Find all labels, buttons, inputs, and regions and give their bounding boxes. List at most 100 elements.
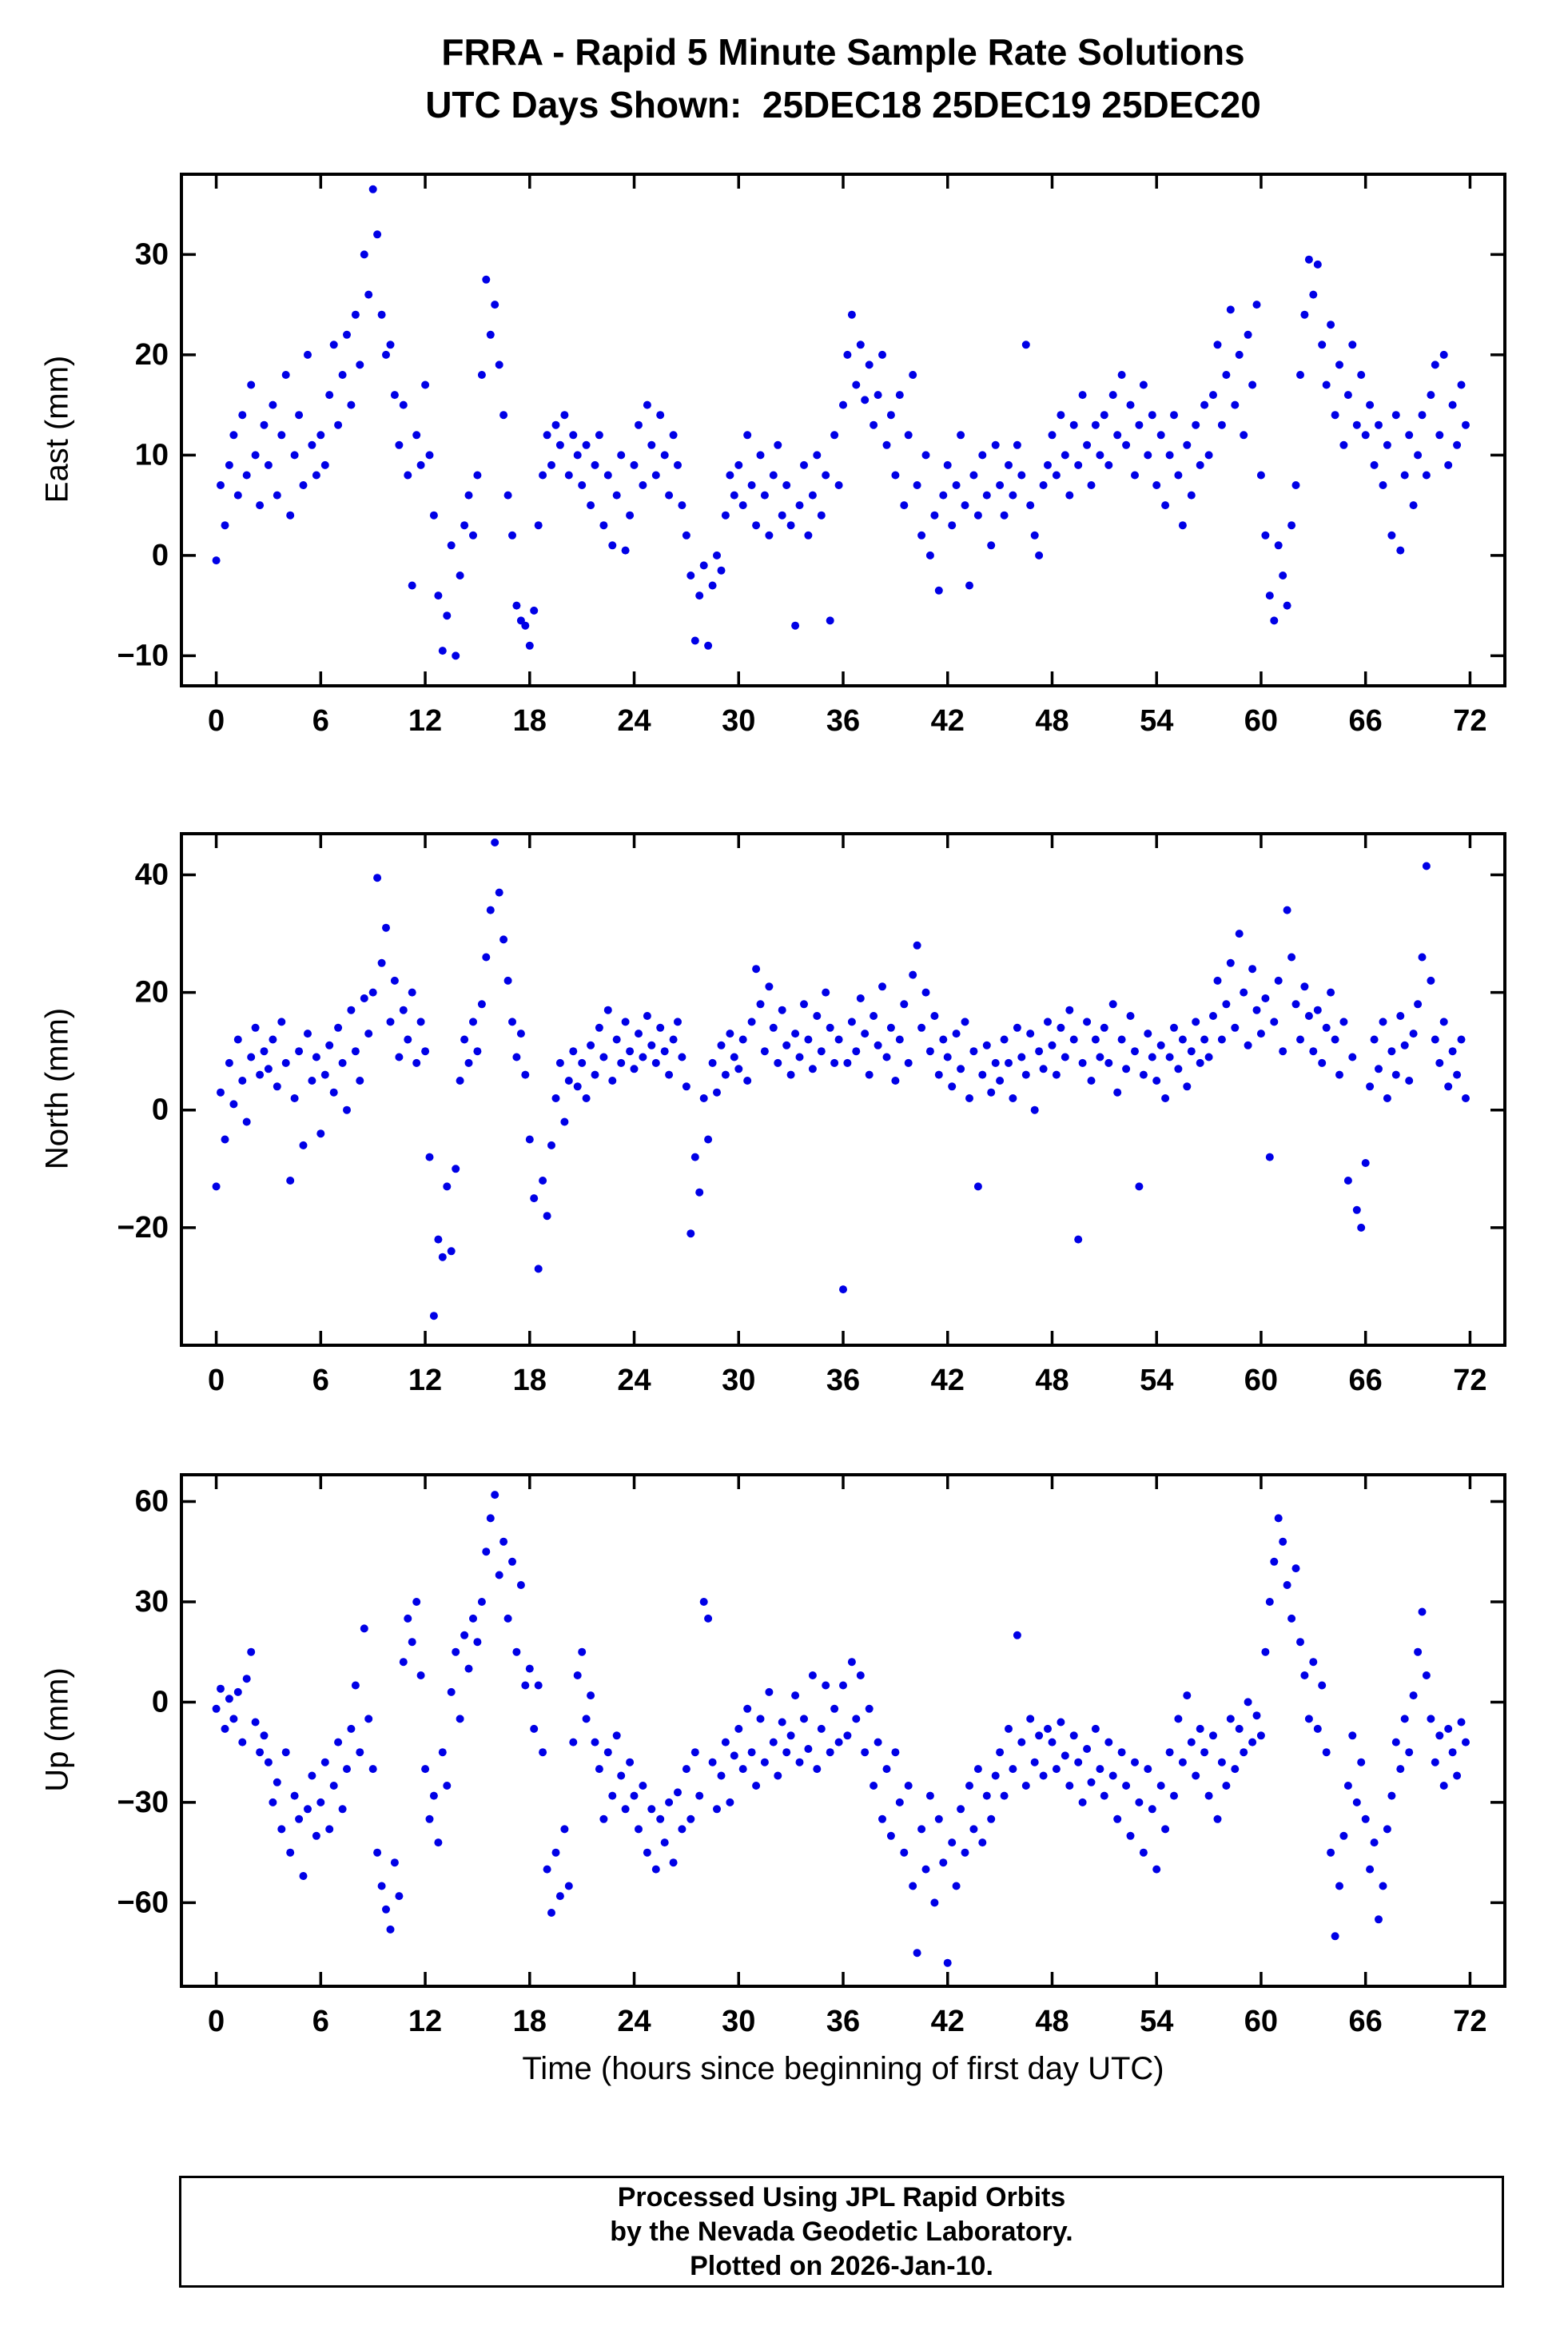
data-point bbox=[651, 1058, 660, 1067]
data-point bbox=[765, 1687, 774, 1696]
data-point bbox=[1387, 531, 1396, 540]
data-point bbox=[834, 1035, 843, 1044]
data-point bbox=[1087, 1778, 1096, 1786]
data-point bbox=[752, 1782, 761, 1790]
tick-label: 0 bbox=[208, 2005, 225, 2038]
data-point bbox=[738, 1035, 747, 1044]
data-point bbox=[804, 1035, 813, 1044]
data-point bbox=[269, 1035, 277, 1044]
data-point bbox=[1361, 431, 1370, 440]
data-point bbox=[1131, 471, 1139, 480]
data-point bbox=[1405, 1748, 1414, 1757]
data-point bbox=[416, 1018, 425, 1026]
data-point bbox=[1078, 1798, 1087, 1806]
data-point bbox=[377, 1882, 386, 1890]
data-point bbox=[295, 1814, 304, 1823]
data-point bbox=[730, 1053, 738, 1061]
data-point bbox=[882, 440, 891, 449]
data-point bbox=[895, 1798, 904, 1806]
data-point bbox=[1383, 1825, 1391, 1834]
data-point bbox=[1096, 1053, 1104, 1061]
data-point bbox=[443, 1782, 452, 1790]
data-point bbox=[525, 1135, 534, 1144]
data-point bbox=[1352, 1798, 1361, 1806]
data-point bbox=[325, 1825, 334, 1834]
data-point bbox=[390, 391, 399, 400]
data-point bbox=[660, 1838, 669, 1847]
data-point bbox=[1361, 1814, 1370, 1823]
data-point bbox=[525, 1664, 534, 1673]
data-point bbox=[539, 1748, 547, 1757]
data-point bbox=[399, 1658, 408, 1667]
data-point bbox=[233, 491, 242, 500]
data-point bbox=[982, 491, 991, 500]
data-point bbox=[347, 400, 356, 409]
data-point bbox=[447, 1247, 456, 1256]
data-point bbox=[861, 1748, 870, 1757]
data-point bbox=[1291, 1000, 1300, 1009]
data-point bbox=[760, 1758, 769, 1766]
tick-label: 30 bbox=[722, 1364, 755, 1397]
data-point bbox=[674, 1788, 682, 1797]
data-point bbox=[212, 556, 221, 565]
data-point bbox=[1383, 1094, 1391, 1102]
data-point bbox=[356, 1748, 364, 1757]
data-point bbox=[320, 1070, 329, 1079]
data-point bbox=[813, 1765, 822, 1774]
data-point bbox=[434, 591, 443, 600]
data-point bbox=[1174, 1715, 1183, 1723]
data-point bbox=[251, 1023, 260, 1032]
data-point bbox=[665, 1798, 674, 1806]
data-point bbox=[686, 1229, 695, 1238]
data-point bbox=[1427, 391, 1435, 400]
data-point bbox=[242, 1117, 251, 1126]
data-point bbox=[1021, 1782, 1030, 1790]
data-point bbox=[917, 1825, 926, 1834]
data-point bbox=[961, 501, 969, 510]
data-point bbox=[1087, 1077, 1096, 1085]
data-point bbox=[1322, 1023, 1331, 1032]
data-point bbox=[1309, 1658, 1318, 1667]
data-point bbox=[1357, 1223, 1366, 1232]
data-point bbox=[1287, 953, 1296, 962]
data-point bbox=[364, 290, 373, 299]
data-point bbox=[665, 1070, 674, 1079]
data-point bbox=[834, 481, 843, 489]
data-point bbox=[1108, 391, 1117, 400]
data-point bbox=[708, 1758, 717, 1766]
data-point bbox=[904, 1058, 913, 1067]
data-point bbox=[826, 616, 834, 625]
data-point bbox=[987, 1088, 996, 1097]
data-point bbox=[290, 451, 299, 460]
data-point bbox=[251, 1718, 260, 1727]
tick-label: 30 bbox=[135, 1585, 169, 1619]
data-point bbox=[874, 1041, 882, 1050]
data-point bbox=[1204, 1791, 1213, 1800]
data-point bbox=[656, 411, 665, 420]
data-point bbox=[312, 1831, 320, 1840]
data-point bbox=[312, 1053, 320, 1061]
data-point bbox=[1256, 1731, 1265, 1740]
data-point bbox=[508, 1557, 516, 1566]
data-point bbox=[595, 431, 603, 440]
data-point bbox=[1152, 1865, 1161, 1874]
data-point bbox=[408, 988, 416, 997]
data-point bbox=[826, 1748, 834, 1757]
data-point bbox=[756, 1715, 765, 1723]
tick-label: 54 bbox=[1140, 2005, 1173, 2038]
data-point bbox=[1156, 1782, 1165, 1790]
data-point bbox=[830, 431, 839, 440]
data-point bbox=[870, 420, 878, 429]
data-point bbox=[1427, 1715, 1435, 1723]
data-point bbox=[1044, 1724, 1052, 1733]
data-point bbox=[456, 1077, 464, 1085]
data-point bbox=[1287, 521, 1296, 530]
data-point bbox=[1279, 572, 1287, 580]
data-point bbox=[1304, 1715, 1313, 1723]
data-point bbox=[543, 1865, 551, 1874]
data-point bbox=[1009, 1094, 1017, 1102]
data-point bbox=[1200, 400, 1209, 409]
data-point bbox=[464, 491, 473, 500]
data-point bbox=[617, 1058, 626, 1067]
data-point bbox=[233, 1035, 242, 1044]
